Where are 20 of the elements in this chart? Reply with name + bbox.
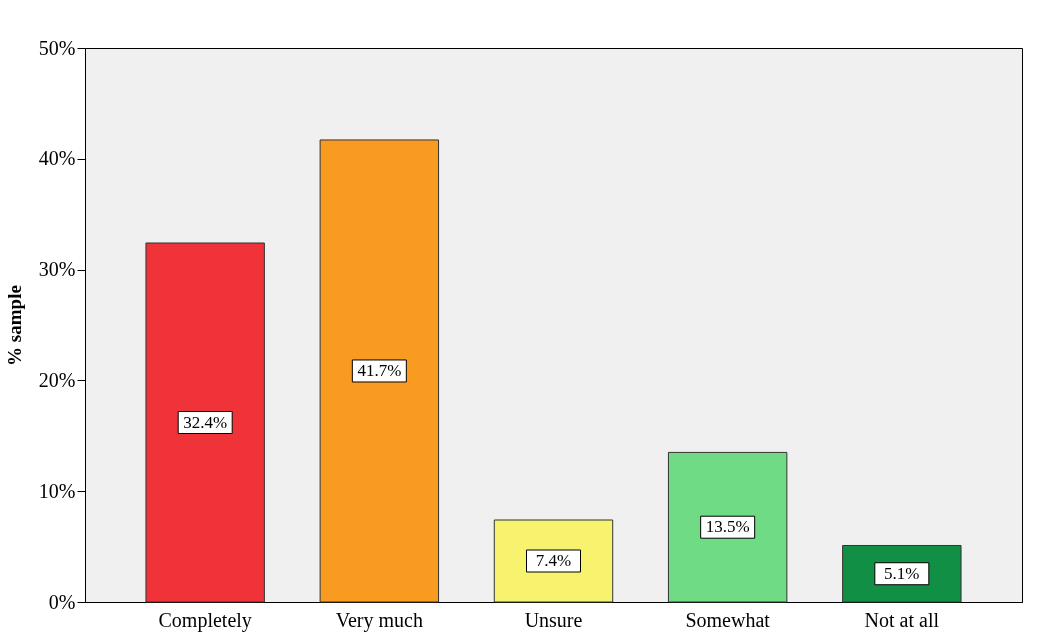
data-label: 5.1% [884,563,920,583]
bar [667,451,788,603]
x-tick-label: Somewhat [685,608,771,631]
y-tick-label: 50% [38,36,76,59]
y-tick-label: 20% [38,368,76,391]
data-label: 7.4% [535,551,572,570]
data-label: 41.7% [357,360,402,380]
y-tick-label: 30% [38,258,76,281]
y-tick-label: 40% [38,147,76,170]
y-tick-label: 10% [38,479,76,502]
x-tick-label: Unsure [524,608,583,631]
data-label: 32.4% [183,412,228,432]
y-tick-label: 0% [48,590,76,613]
y-axis-title: % sample [3,285,25,366]
bar [319,139,440,603]
x-tick-label: Completely [158,608,252,632]
x-tick-label: Not at all [864,608,940,631]
data-label: 13.5% [705,517,750,537]
x-tick-label: Very much [335,608,423,632]
bar [145,242,265,603]
